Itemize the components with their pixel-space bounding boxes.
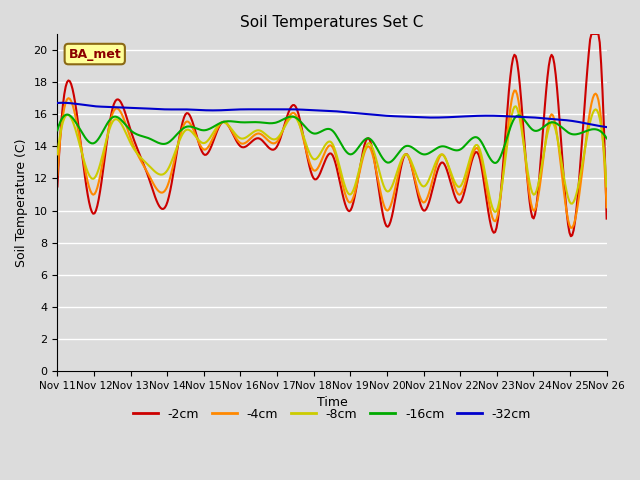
- Legend: -2cm, -4cm, -8cm, -16cm, -32cm: -2cm, -4cm, -8cm, -16cm, -32cm: [128, 403, 536, 426]
- X-axis label: Time: Time: [317, 396, 348, 409]
- Y-axis label: Soil Temperature (C): Soil Temperature (C): [15, 138, 28, 267]
- Text: BA_met: BA_met: [68, 48, 121, 60]
- Title: Soil Temperatures Set C: Soil Temperatures Set C: [241, 15, 424, 30]
